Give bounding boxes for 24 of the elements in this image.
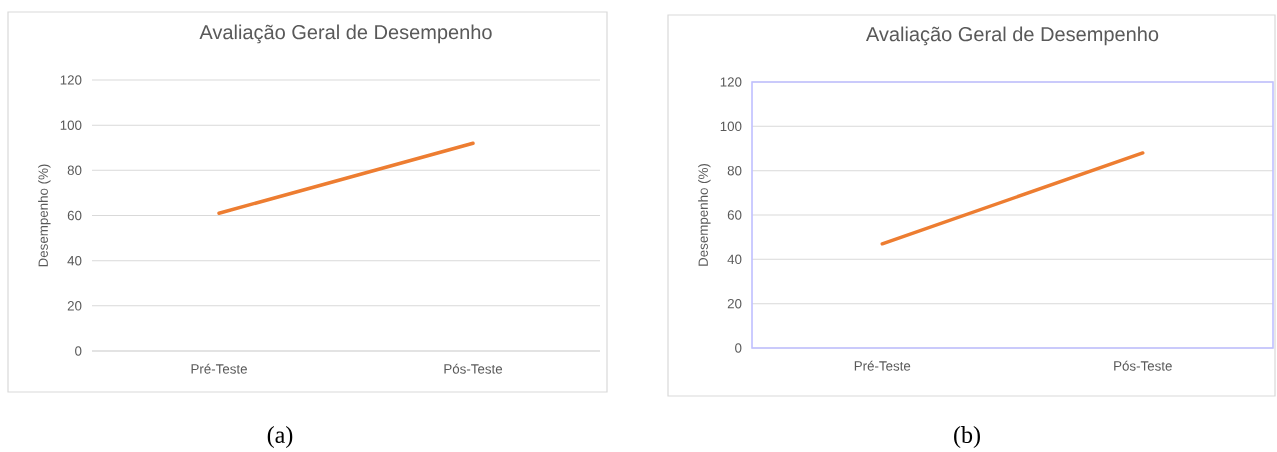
y-tick-label: 0 xyxy=(75,346,82,356)
x-tick-label: Pós-Teste xyxy=(444,363,503,374)
text: (a) xyxy=(267,425,293,448)
text: (b) xyxy=(954,425,980,448)
y-tick-label: 60 xyxy=(727,210,742,220)
y-tick-label: 100 xyxy=(60,120,82,130)
chart-title: Avaliação Geral de Desempenho xyxy=(199,24,492,44)
y-tick-label: 60 xyxy=(67,210,82,221)
x-tick-label: Pré-Teste xyxy=(191,363,247,374)
y-tick-label: 100 xyxy=(720,121,742,131)
x-tick-label: Pós-Teste xyxy=(1114,360,1172,371)
x-tick-label: Pré-Teste xyxy=(854,360,911,371)
y-tick-label: 20 xyxy=(67,300,82,311)
y-tick-label: 120 xyxy=(720,77,742,87)
y-tick-label: 0 xyxy=(735,343,742,353)
y-tick-label: 120 xyxy=(60,75,82,85)
y-tick-label: 40 xyxy=(727,254,742,264)
y-axis-title: Desempenho (%) xyxy=(38,164,51,267)
y-tick-label: 20 xyxy=(727,298,742,309)
y-tick-label: 80 xyxy=(727,165,742,176)
y-axis-title: Desempenho (%) xyxy=(698,163,711,266)
y-tick-label: 80 xyxy=(67,165,82,175)
y-tick-label: 40 xyxy=(67,255,82,266)
chart-title: Avaliação Geral de Desempenho xyxy=(865,26,1159,46)
